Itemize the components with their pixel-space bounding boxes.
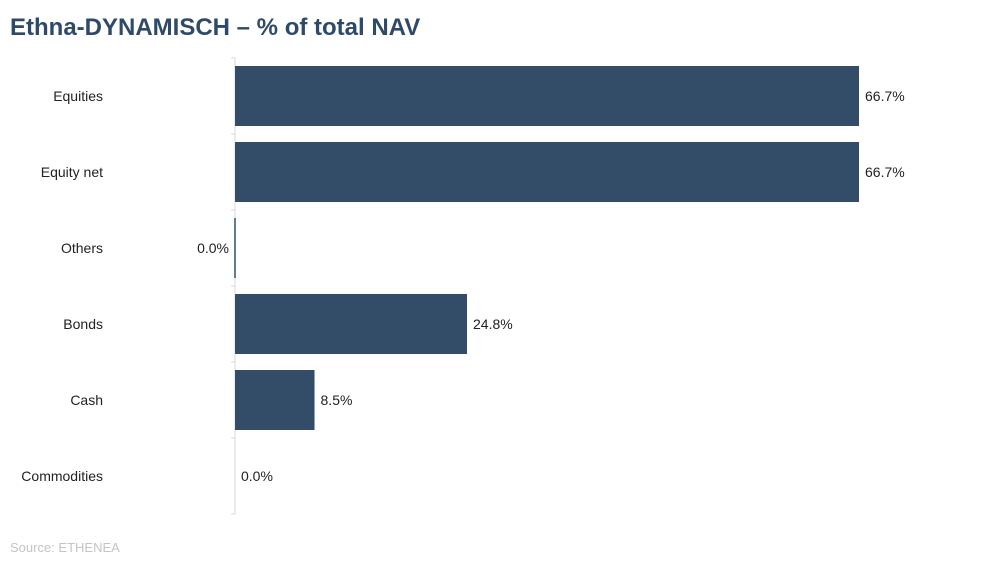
value-label: 66.7% (865, 164, 905, 180)
value-label: 0.0% (197, 240, 229, 256)
bar (235, 370, 315, 430)
bar (235, 142, 859, 202)
category-label: Equity net (41, 164, 103, 180)
value-label: 24.8% (473, 316, 513, 332)
source-note: Source: ETHENEA (10, 540, 120, 555)
category-label: Cash (70, 392, 103, 408)
bar (235, 66, 859, 126)
category-label: Bonds (63, 316, 103, 332)
bar (235, 294, 468, 354)
value-label: 8.5% (321, 392, 353, 408)
category-label: Commodities (21, 468, 103, 484)
category-label: Others (61, 240, 103, 256)
chart-title: Ethna-DYNAMISCH – % of total NAV (10, 14, 421, 41)
value-label: 0.0% (241, 468, 273, 484)
category-label: Equities (53, 88, 103, 104)
value-label: 66.7% (865, 88, 905, 104)
